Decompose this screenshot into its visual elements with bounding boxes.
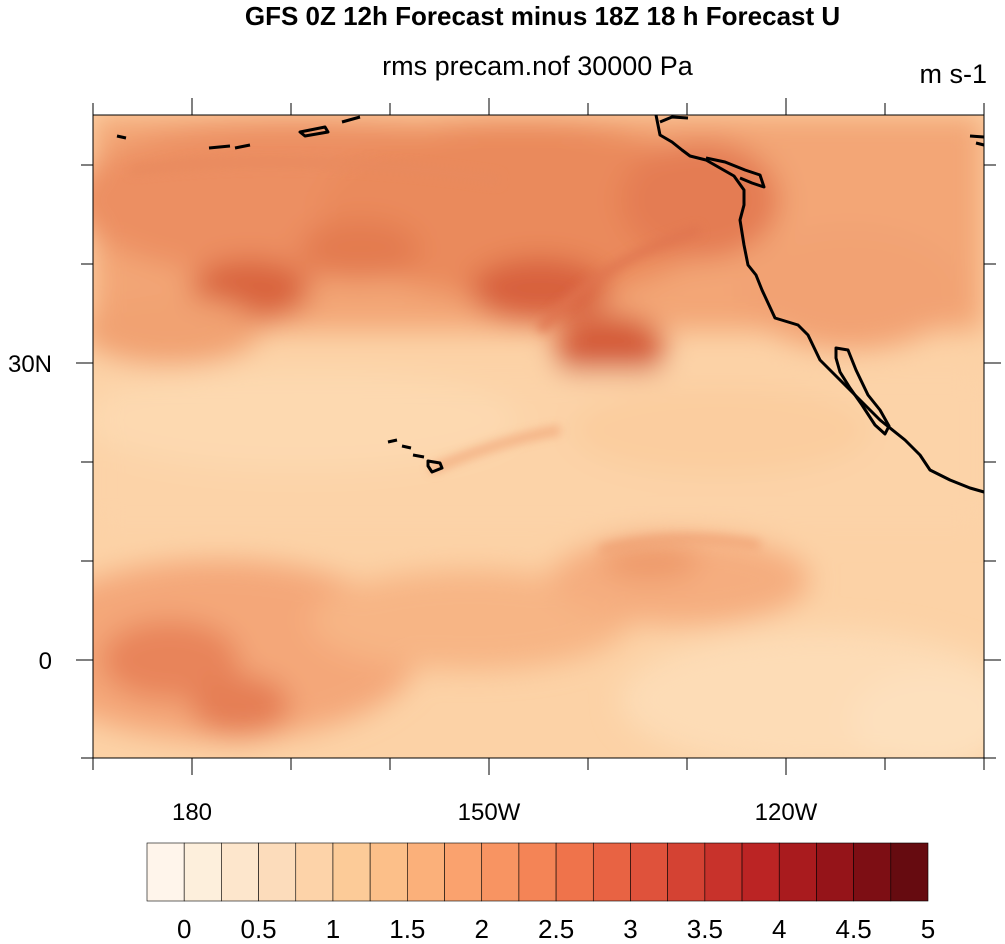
colorbar-swatch [369,842,408,902]
colorbar-label: 3 [623,914,637,944]
hawaii-2 [401,444,412,450]
colorbar-label: 0 [177,914,191,944]
colorbar-swatch [853,842,892,902]
hawaii-3 [412,453,425,459]
colorbar-swatch [816,842,854,902]
lon-label-180: 180 [172,799,212,826]
sf-bay [705,156,766,189]
lat-label-30n: 30N [8,351,52,378]
lon-label-120w: 120W [755,799,818,826]
colorbar-label: 1 [326,914,340,944]
units-label: m s-1 [919,59,988,89]
lat-label-0: 0 [39,648,52,675]
colorbar-label: 2 [474,914,488,944]
colorbar-swatch [555,842,594,902]
baja-peninsula [834,346,891,436]
page-subtitle: rms precam.nof 30000 Pa [382,51,693,81]
coast-nw-2 [341,115,361,124]
colorbar-swatch [407,842,445,902]
colorbar-swatch [444,842,483,902]
colorbar-swatch [332,842,371,902]
colorbar-swatch [592,842,631,902]
tick-marks [76,98,1001,775]
colorbar-swatch [741,842,780,902]
colorbar-labels: 0 0.5 1 1.5 2 2.5 3 3.5 4 4.5 5 [177,914,935,944]
colorbar-label: 0.5 [240,914,276,944]
colorbar-swatch [481,842,520,902]
colorbar-swatch [667,842,706,902]
coast-nw-1 [298,125,330,138]
coast-nw-4 [116,134,127,140]
contour-field [93,115,984,758]
colorbar-label: 2.5 [538,914,574,944]
colorbar-swatch [146,842,185,902]
colorbar-label: 5 [921,914,935,944]
hawaii-big-island [426,459,444,474]
hawaii-1 [387,438,398,444]
colorbar-label: 4 [772,914,786,944]
colorbar-swatch [258,842,297,902]
coastlines [116,114,985,494]
colorbar-swatch [630,842,668,902]
page-title: GFS 0Z 12h Forecast minus 18Z 18 h Forec… [244,1,841,31]
colorbar-swatch [890,842,929,902]
coast-top-1 [659,115,689,124]
plot-frame [92,114,985,759]
colorbar-label: 4.5 [836,914,872,944]
colorbar-swatch [778,842,817,902]
colorbar-swatch [518,842,557,902]
colorbar-swatch [183,842,222,902]
lon-label-150w: 150W [458,799,521,826]
colorbar [146,842,929,902]
colorbar-swatch [295,842,334,902]
colorbar-swatch [704,842,743,902]
coast-ne [969,134,985,147]
california-coast [654,114,985,494]
colorbar-label: 3.5 [687,914,723,944]
coast-nw-3 [208,143,251,150]
colorbar-label: 1.5 [389,914,425,944]
colorbar-swatch [221,842,259,902]
